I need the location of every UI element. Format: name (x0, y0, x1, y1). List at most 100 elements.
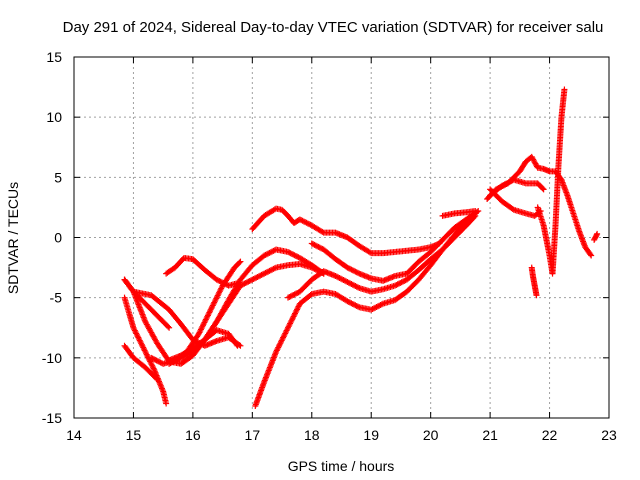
data-point-marker (262, 251, 269, 258)
data-points (121, 86, 601, 409)
data-point-marker (237, 342, 244, 349)
data-point-marker (154, 376, 161, 383)
x-tick-label: 23 (601, 427, 617, 443)
x-tick-label: 15 (126, 427, 142, 443)
data-point-marker (294, 253, 301, 260)
data-point-marker (316, 244, 323, 251)
series-track-2 (121, 342, 161, 383)
data-point-marker (355, 284, 362, 291)
data-point-marker (253, 274, 260, 281)
data-point-marker (370, 305, 377, 312)
data-point-marker (240, 281, 247, 288)
data-point-marker (344, 279, 351, 286)
data-point-marker (355, 269, 362, 276)
data-point-marker (143, 350, 150, 357)
y-axis-label: SDTVAR / TECUs (5, 182, 21, 294)
data-point-marker (148, 354, 155, 361)
plot-frame (73, 56, 610, 419)
data-point-marker (292, 290, 299, 297)
data-point-marker (150, 356, 157, 363)
data-point-marker (263, 251, 270, 258)
series-track-12 (285, 212, 479, 301)
data-point-marker (314, 243, 321, 250)
data-point-marker (287, 250, 294, 257)
series-track-14 (439, 208, 479, 219)
data-point-marker (345, 279, 352, 286)
series-track-18 (528, 264, 540, 299)
data-point-marker (345, 265, 352, 272)
data-point-marker (349, 267, 356, 274)
data-point-marker (296, 216, 303, 223)
x-tick-label: 18 (304, 427, 320, 443)
data-point-marker (351, 301, 358, 308)
data-point-marker (588, 252, 595, 259)
data-point-marker (472, 208, 479, 215)
data-point-marker (261, 252, 268, 259)
data-point-marker (337, 275, 344, 282)
data-point-marker (267, 267, 274, 274)
data-point-marker (332, 273, 339, 280)
data-point-marker (250, 275, 257, 282)
data-point-marker (246, 277, 253, 284)
data-point-marker (353, 302, 360, 309)
data-point-marker (149, 362, 156, 369)
data-point-marker (335, 274, 342, 281)
data-point-marker (300, 218, 307, 225)
data-point-marker (353, 283, 360, 290)
data-point-marker (288, 250, 295, 257)
data-point-marker (251, 275, 258, 282)
data-point-marker (315, 243, 322, 250)
data-point-marker (294, 289, 301, 296)
data-point-marker (304, 220, 311, 227)
data-point-marker (501, 181, 508, 188)
data-point-marker (270, 247, 277, 254)
data-point-marker (285, 294, 291, 301)
data-point-marker (352, 268, 359, 275)
data-point-marker (259, 271, 266, 278)
y-tick-label: 15 (46, 49, 62, 65)
data-point-marker (348, 300, 355, 307)
series-track-10 (249, 205, 443, 257)
series-track-19 (534, 86, 568, 277)
data-point-marker (290, 291, 297, 298)
data-point-marker (394, 281, 401, 288)
series-track-1 (121, 294, 170, 407)
x-tick-label: 17 (245, 427, 261, 443)
data-point-marker (347, 280, 354, 287)
data-point-marker (149, 355, 156, 362)
series-track-9 (166, 246, 327, 364)
data-point-marker (287, 293, 294, 300)
data-point-marker (344, 264, 351, 271)
data-point-marker (241, 280, 248, 287)
data-point-marker (214, 277, 221, 284)
data-point-marker (263, 269, 270, 276)
data-point-marker (373, 304, 380, 311)
series-track-20 (591, 230, 601, 243)
data-point-marker (271, 265, 278, 272)
data-point-marker (156, 358, 163, 365)
data-point-marker (561, 86, 568, 93)
data-point-marker (508, 178, 515, 185)
data-point-marker (398, 279, 405, 286)
data-point-marker (302, 219, 309, 226)
data-point-marker (291, 252, 298, 259)
data-point-marker (392, 282, 398, 289)
x-tick-label: 14 (66, 427, 82, 443)
data-point-marker (377, 302, 384, 309)
data-point-marker (401, 277, 408, 284)
data-point-marker (352, 283, 359, 290)
data-point-marker (376, 302, 383, 309)
data-point-marker (144, 352, 151, 359)
data-point-marker (310, 241, 317, 248)
data-point-marker (153, 357, 160, 364)
data-point-marker (372, 304, 379, 311)
data-point-marker (307, 292, 314, 299)
data-point-marker (308, 240, 315, 247)
y-tick-label: -5 (50, 290, 63, 306)
data-point-marker (165, 323, 172, 330)
data-point-marker (248, 277, 255, 284)
data-point-marker (142, 348, 149, 355)
series-track-15 (484, 153, 595, 259)
data-point-marker (147, 359, 154, 366)
